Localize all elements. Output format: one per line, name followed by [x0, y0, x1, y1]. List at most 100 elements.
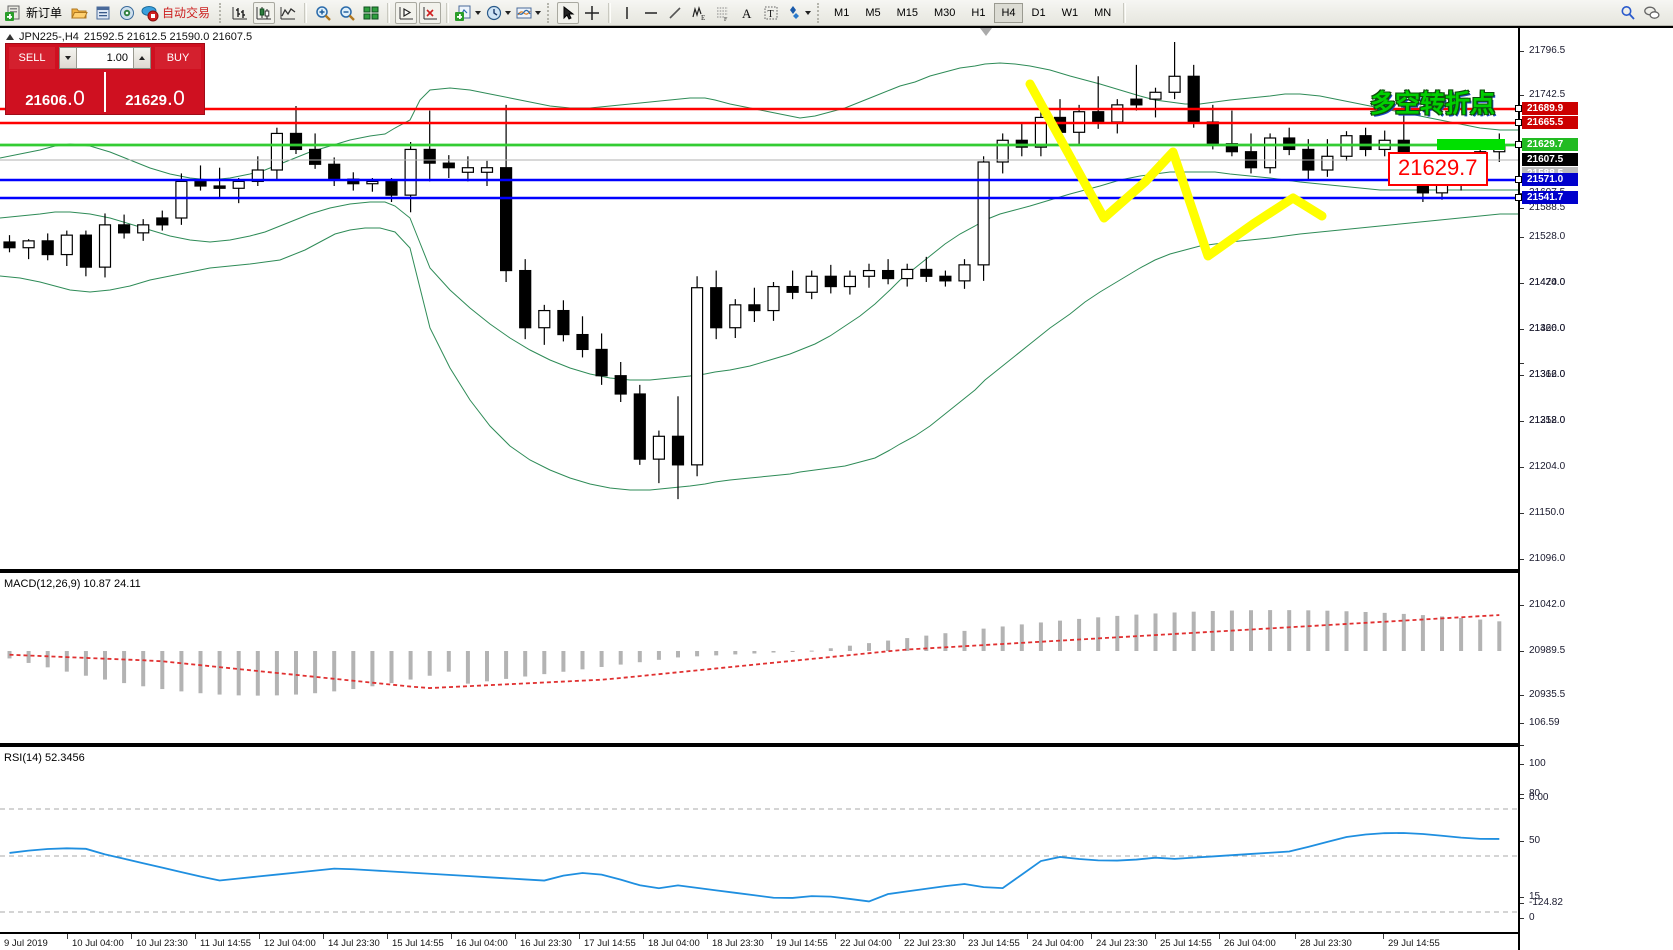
shift-end-icon: [397, 4, 415, 22]
timeframe-m30[interactable]: M30: [934, 6, 956, 19]
one-click-trading-panel[interactable]: SELL 1.00 BUY 21606 . 0: [5, 43, 205, 115]
chevron-down-icon[interactable]: [805, 10, 812, 15]
chart-plot-area[interactable]: JPN225-,H4 21592.5 21612.5 21590.0 21607…: [0, 28, 1518, 950]
time-label: 25 Jul 14:55: [1155, 934, 1212, 949]
tile-windows-button[interactable]: [360, 2, 382, 24]
add-indicator-icon: [455, 4, 473, 22]
price-tag-resistance-1[interactable]: 21689.9: [1515, 102, 1578, 115]
rsi-indicator-label: RSI(14) 52.3456: [4, 752, 85, 764]
rsi-panel-separator[interactable]: [0, 743, 1518, 747]
auto-scroll-button[interactable]: [419, 1, 442, 24]
time-label: 18 Jul 04:00: [643, 934, 700, 949]
rsi-tick-50: 50: [1520, 836, 1673, 846]
sell-price[interactable]: 21606 . 0: [6, 72, 104, 112]
zoom-out-icon: [338, 4, 356, 22]
crosshair-button[interactable]: [581, 2, 603, 24]
chevron-down-icon[interactable]: [475, 10, 482, 15]
zoom-in-button[interactable]: [312, 2, 334, 24]
price-tag-resistance-2[interactable]: 21665.5: [1515, 116, 1578, 129]
rsi-tick-80: 80: [1520, 789, 1673, 799]
macd-tick-max: 106.59: [1520, 718, 1673, 728]
macd-panel-separator[interactable]: [0, 569, 1518, 573]
search-button[interactable]: [1617, 2, 1639, 24]
line-chart-icon: [279, 4, 297, 22]
time-label: 11 Jul 14:55: [194, 934, 252, 949]
price-tick-21312: 21312.0: [1520, 370, 1673, 380]
price-tag-value: 21689.9: [1527, 103, 1564, 114]
timeframe-m15[interactable]: M15: [896, 6, 918, 19]
templates-button[interactable]: [514, 2, 542, 24]
toolbar-separator: [387, 2, 391, 23]
timeframe-h4[interactable]: H4: [994, 2, 1023, 23]
horizontal-line-icon: [642, 4, 660, 22]
volume-stepper[interactable]: 1.00: [59, 47, 151, 69]
bollinger-lower-band: [0, 213, 1518, 491]
volume-input[interactable]: 1.00: [106, 52, 128, 64]
chart-window[interactable]: JPN225-,H4 21592.5 21612.5 21590.0 21607…: [0, 26, 1673, 950]
buy-price-main: 21629: [125, 92, 167, 109]
timeframe-w1[interactable]: W1: [1061, 6, 1079, 19]
chart-symbol-header: JPN225-,H4 21592.5 21612.5 21590.0 21607…: [6, 31, 252, 43]
price-tag-support-1[interactable]: 21571.0: [1515, 173, 1578, 186]
shift-end-button[interactable]: [395, 1, 418, 24]
toolbar-separator: [608, 2, 612, 23]
chevron-down-icon[interactable]: [505, 10, 512, 15]
chevron-down-icon[interactable]: [535, 10, 542, 15]
autotrading-button[interactable]: 自动交易: [140, 2, 214, 24]
sell-button[interactable]: SELL: [9, 47, 55, 69]
elliott-wave-button[interactable]: E: [688, 2, 710, 24]
templates-icon: [515, 4, 533, 22]
chat-icon: [1643, 4, 1661, 22]
svg-text:A: A: [742, 6, 752, 21]
navigator-button[interactable]: [116, 2, 138, 24]
cursor-button[interactable]: [557, 1, 580, 24]
period-button[interactable]: [484, 2, 512, 24]
time-label: 15 Jul 14:55: [387, 934, 444, 949]
time-axis: 9 Jul 2019 10 Jul 04:00 10 Jul 23:30 11 …: [0, 932, 1518, 950]
timeframe-m1[interactable]: M1: [834, 6, 850, 19]
text-label-button[interactable]: T: [760, 2, 782, 24]
timeframe-d1[interactable]: D1: [1031, 6, 1046, 19]
trendline-button[interactable]: [664, 2, 686, 24]
time-label: 24 Jul 04:00: [1027, 934, 1084, 949]
data-window-button[interactable]: [92, 2, 114, 24]
price-tick-21420: 21420.0: [1520, 278, 1673, 288]
buy-price[interactable]: 21629 . 0: [104, 72, 204, 112]
volume-decrease-button[interactable]: [60, 48, 77, 68]
new-order-button[interactable]: 新订单: [4, 2, 66, 24]
fibonacci-button[interactable]: F: [712, 2, 734, 24]
collapse-triangle-icon[interactable]: [6, 34, 14, 40]
price-tag-pivot[interactable]: 21629.7: [1515, 138, 1578, 151]
toolbar-separator: [817, 2, 822, 23]
folder-button[interactable]: [68, 2, 90, 24]
volume-increase-button[interactable]: [133, 48, 150, 68]
shapes-button[interactable]: [784, 2, 812, 24]
timeframe-m5[interactable]: M5: [865, 6, 881, 19]
price-tag-support-2[interactable]: 21541.7: [1515, 191, 1578, 204]
chat-button[interactable]: [1641, 2, 1663, 24]
add-indicator-button[interactable]: [454, 2, 482, 24]
time-label: 29 Jul 14:55: [1383, 934, 1440, 949]
sell-price-last: 0: [73, 87, 85, 110]
elliott-wave-icon: E: [690, 4, 708, 22]
bar-chart-icon: [231, 4, 249, 22]
price-chart-svg: [0, 42, 1518, 500]
time-label: 19 Jul 14:55: [771, 934, 828, 949]
line-chart-button[interactable]: [277, 2, 299, 24]
buy-button[interactable]: BUY: [155, 47, 201, 69]
vertical-line-button[interactable]: [616, 2, 638, 24]
zoom-out-button[interactable]: [336, 2, 358, 24]
price-tick: 21528.0: [1520, 232, 1673, 242]
price-axis[interactable]: 21796.5 21742.5 21607.5 21588.5 21528.0 …: [1515, 28, 1673, 950]
time-label: 22 Jul 04:00: [835, 934, 892, 949]
horizontal-line-button[interactable]: [640, 2, 662, 24]
bar-chart-button[interactable]: [229, 2, 251, 24]
text-button[interactable]: A: [736, 2, 758, 24]
candlestick-chart-button[interactable]: [253, 1, 276, 24]
price-tag-bid[interactable]: 21607.5: [1522, 153, 1578, 166]
navigator-icon: [118, 4, 136, 22]
timeframe-mn[interactable]: MN: [1094, 6, 1112, 19]
timeframe-h1[interactable]: H1: [971, 6, 986, 19]
level-marker-icon: [1515, 141, 1522, 148]
price-tick: 21796.5: [1520, 46, 1673, 56]
